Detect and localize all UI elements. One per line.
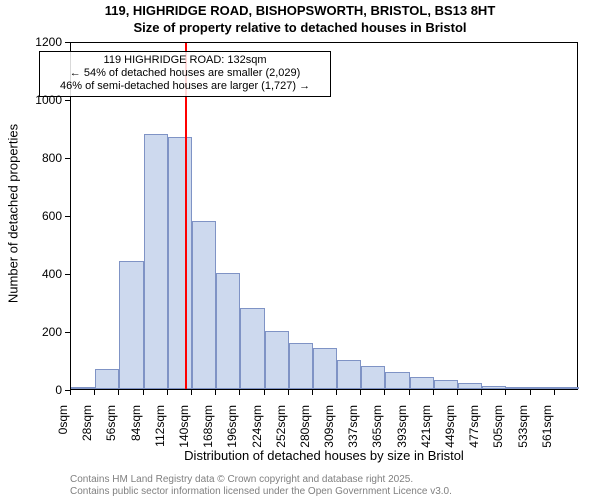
histogram-bar bbox=[506, 387, 530, 389]
annotation-line: 46% of semi-detached houses are larger (… bbox=[44, 80, 326, 93]
histogram-bar bbox=[265, 331, 289, 389]
ytick-mark bbox=[65, 42, 70, 43]
ytick-mark bbox=[65, 100, 70, 101]
histogram-bar bbox=[361, 366, 385, 389]
ytick-mark bbox=[65, 216, 70, 217]
xtick-mark bbox=[94, 390, 95, 395]
xtick-mark bbox=[481, 390, 482, 395]
histogram-bar bbox=[95, 369, 119, 389]
histogram-bar bbox=[482, 386, 506, 389]
x-axis-label: Distribution of detached houses by size … bbox=[70, 448, 578, 463]
xtick-mark bbox=[505, 390, 506, 395]
histogram-bar bbox=[144, 134, 168, 389]
ytick-mark bbox=[65, 274, 70, 275]
xtick-label: 0sqm bbox=[56, 405, 70, 455]
plot-area: 119 HIGHRIDGE ROAD: 132sqm← 54% of detac… bbox=[70, 42, 578, 390]
xtick-mark bbox=[288, 390, 289, 395]
xtick-mark bbox=[360, 390, 361, 395]
histogram-bar bbox=[71, 387, 95, 389]
xtick-mark bbox=[409, 390, 410, 395]
histogram-bar bbox=[289, 343, 313, 389]
xtick-mark bbox=[143, 390, 144, 395]
histogram-bar bbox=[168, 137, 192, 389]
xtick-mark bbox=[215, 390, 216, 395]
xtick-mark bbox=[312, 390, 313, 395]
xtick-mark bbox=[384, 390, 385, 395]
xtick-mark bbox=[554, 390, 555, 395]
chart-title-line2: Size of property relative to detached ho… bbox=[0, 20, 600, 35]
histogram-bar bbox=[216, 273, 240, 389]
footer-line1: Contains HM Land Registry data © Crown c… bbox=[0, 474, 600, 485]
histogram-bar bbox=[240, 308, 264, 389]
annotation-box: 119 HIGHRIDGE ROAD: 132sqm← 54% of detac… bbox=[39, 51, 331, 97]
histogram-bar bbox=[434, 380, 458, 389]
xtick-mark bbox=[457, 390, 458, 395]
xtick-mark bbox=[118, 390, 119, 395]
xtick-mark bbox=[336, 390, 337, 395]
xtick-mark bbox=[433, 390, 434, 395]
histogram-bar bbox=[385, 372, 409, 389]
xtick-mark bbox=[239, 390, 240, 395]
histogram-bar bbox=[119, 261, 143, 389]
chart-title-line1: 119, HIGHRIDGE ROAD, BISHOPSWORTH, BRIST… bbox=[0, 3, 600, 18]
xtick-mark bbox=[191, 390, 192, 395]
histogram-bar bbox=[555, 387, 579, 389]
histogram-bar bbox=[410, 377, 434, 389]
annotation-line: ← 54% of detached houses are smaller (2,… bbox=[44, 67, 326, 80]
y-axis-label: Number of detached properties bbox=[6, 40, 21, 388]
histogram-bar bbox=[313, 348, 337, 389]
histogram-bar bbox=[458, 383, 482, 389]
histogram-bar bbox=[337, 360, 361, 389]
ytick-mark bbox=[65, 158, 70, 159]
xtick-mark bbox=[264, 390, 265, 395]
histogram-bar bbox=[192, 221, 216, 389]
histogram-bar bbox=[531, 387, 555, 389]
xtick-mark bbox=[70, 390, 71, 395]
footer-line2: Contains public sector information licen… bbox=[0, 486, 600, 497]
ytick-mark bbox=[65, 332, 70, 333]
annotation-line: 119 HIGHRIDGE ROAD: 132sqm bbox=[44, 54, 326, 67]
xtick-mark bbox=[167, 390, 168, 395]
xtick-mark bbox=[530, 390, 531, 395]
